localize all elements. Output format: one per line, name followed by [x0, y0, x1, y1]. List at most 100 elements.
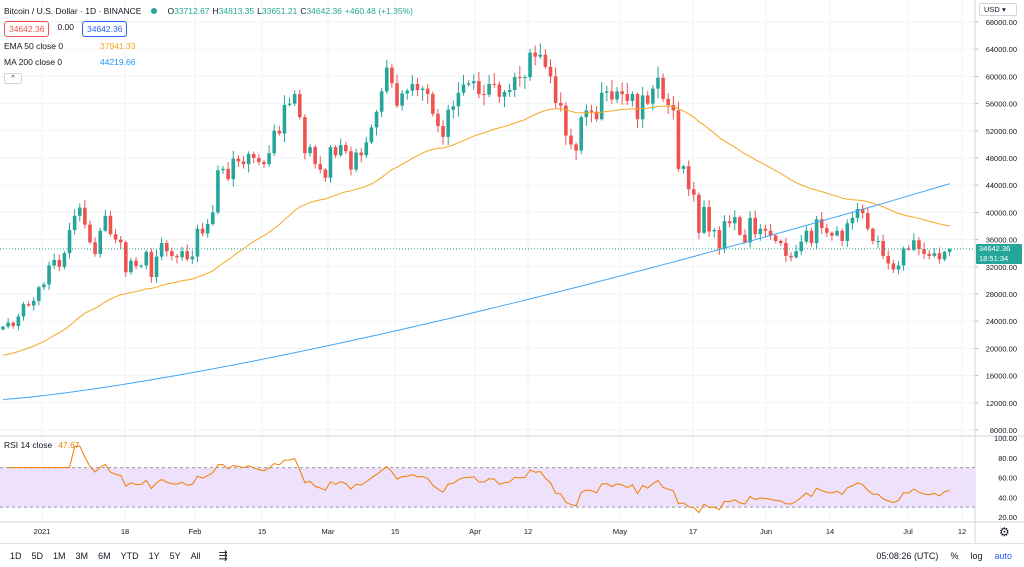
time-tick-label: Mar: [322, 527, 335, 536]
candle: [93, 237, 97, 257]
candle: [390, 64, 394, 88]
timeframe-all[interactable]: All: [190, 550, 201, 561]
buy-price-button[interactable]: 34642.36: [82, 20, 128, 37]
auto-toggle[interactable]: auto: [994, 550, 1012, 561]
gear-icon[interactable]: ⚙: [999, 525, 1010, 539]
timeframe-5d[interactable]: 5D: [31, 550, 44, 561]
sell-price-button[interactable]: 34642.36: [4, 20, 50, 37]
candle: [323, 168, 328, 182]
price-tick-label: 40000.00: [986, 208, 1017, 217]
candle-body: [190, 256, 195, 260]
log-toggle[interactable]: log: [970, 550, 983, 561]
candle-body: [180, 251, 184, 258]
timeframe-5y[interactable]: 5Y: [169, 550, 181, 561]
candle-body: [379, 91, 384, 112]
candle: [487, 74, 491, 98]
candle: [118, 236, 123, 250]
timeframe-1m[interactable]: 1M: [53, 550, 66, 561]
candle: [871, 227, 875, 245]
timeframe-1d[interactable]: 1D: [10, 550, 22, 561]
candle: [57, 254, 62, 272]
candle-body: [369, 127, 374, 143]
countdown-timer: 18:51:34: [979, 254, 1009, 263]
clock-time[interactable]: 05:08:26 (UTC): [876, 550, 939, 561]
candle-body: [88, 224, 92, 243]
candle: [937, 247, 942, 264]
candle: [83, 200, 87, 229]
low-value: 33651.21: [261, 6, 298, 16]
candle: [881, 234, 885, 259]
time-tick-label: 15: [391, 527, 399, 536]
candle-body: [282, 104, 287, 134]
rsi-legend: RSI 14 close 47.67: [4, 440, 79, 450]
candle: [461, 74, 466, 96]
candle: [175, 253, 179, 264]
candle: [52, 253, 56, 269]
candle: [507, 83, 512, 97]
candle-body: [482, 94, 486, 96]
timeframe-6m[interactable]: 6M: [98, 550, 111, 561]
candle: [451, 100, 456, 119]
price-tick-label: 68000.00: [986, 18, 1017, 27]
candle-body: [676, 110, 681, 169]
candle: [328, 145, 333, 183]
collapse-legend-button[interactable]: ^: [4, 73, 22, 84]
high-value: 34813.35: [218, 6, 255, 16]
candle: [349, 146, 353, 176]
candle-body: [170, 251, 174, 256]
candle-body: [236, 158, 241, 162]
candle-body: [917, 240, 921, 250]
candle-body: [359, 152, 363, 156]
candle: [364, 136, 369, 159]
candle: [262, 159, 266, 168]
candle-body: [645, 95, 650, 104]
candle: [819, 212, 824, 234]
candle-body: [932, 253, 937, 256]
candle: [917, 237, 921, 256]
candle-body: [113, 234, 118, 240]
candle-body: [364, 142, 369, 156]
candle: [773, 234, 778, 244]
timeframe-3m[interactable]: 3M: [75, 550, 89, 561]
candle-body: [31, 300, 36, 306]
date-range-icon[interactable]: ⇶: [218, 550, 228, 562]
ema-label[interactable]: EMA 50 close 0: [4, 41, 64, 51]
candle-body: [461, 84, 466, 93]
timeframe-1y[interactable]: 1Y: [148, 550, 160, 561]
timeframe-ytd[interactable]: YTD: [120, 550, 139, 561]
candle: [313, 145, 317, 169]
candle: [210, 204, 215, 226]
candle-body: [231, 158, 236, 180]
candle: [471, 74, 476, 90]
candle-body: [303, 117, 307, 154]
price-chart[interactable]: 68000.00 64000.00 60000.00 56000.00 52000.00…: [0, 0, 1024, 543]
candle-body: [891, 263, 896, 270]
candle-body: [37, 287, 41, 301]
ma-label[interactable]: MA 200 close 0: [4, 57, 63, 67]
symbol-title[interactable]: Bitcoin / U.S. Dollar · 1D · BINANCE: [4, 6, 142, 16]
candle-body: [569, 135, 573, 145]
candle-body: [318, 164, 323, 170]
candle-body: [753, 217, 757, 235]
candle: [738, 215, 742, 236]
candle: [164, 240, 169, 257]
candle-body: [865, 213, 870, 229]
percent-toggle[interactable]: %: [950, 550, 959, 561]
time-tick-label: 2021: [34, 527, 51, 536]
currency-selector[interactable]: USD ▾: [979, 3, 1017, 16]
candle-body: [93, 242, 97, 254]
candle: [170, 247, 174, 261]
candle: [497, 81, 502, 104]
candle: [727, 215, 732, 228]
candle: [103, 209, 108, 232]
candle: [523, 74, 527, 89]
candle-body: [886, 255, 891, 264]
candle-body: [748, 217, 752, 243]
candle: [113, 229, 118, 244]
candle-body: [477, 81, 481, 95]
candle-body: [732, 217, 737, 224]
candle-body: [410, 83, 415, 91]
candle: [804, 226, 809, 244]
rsi-label[interactable]: RSI 14 close: [4, 440, 53, 450]
candle: [942, 250, 947, 262]
